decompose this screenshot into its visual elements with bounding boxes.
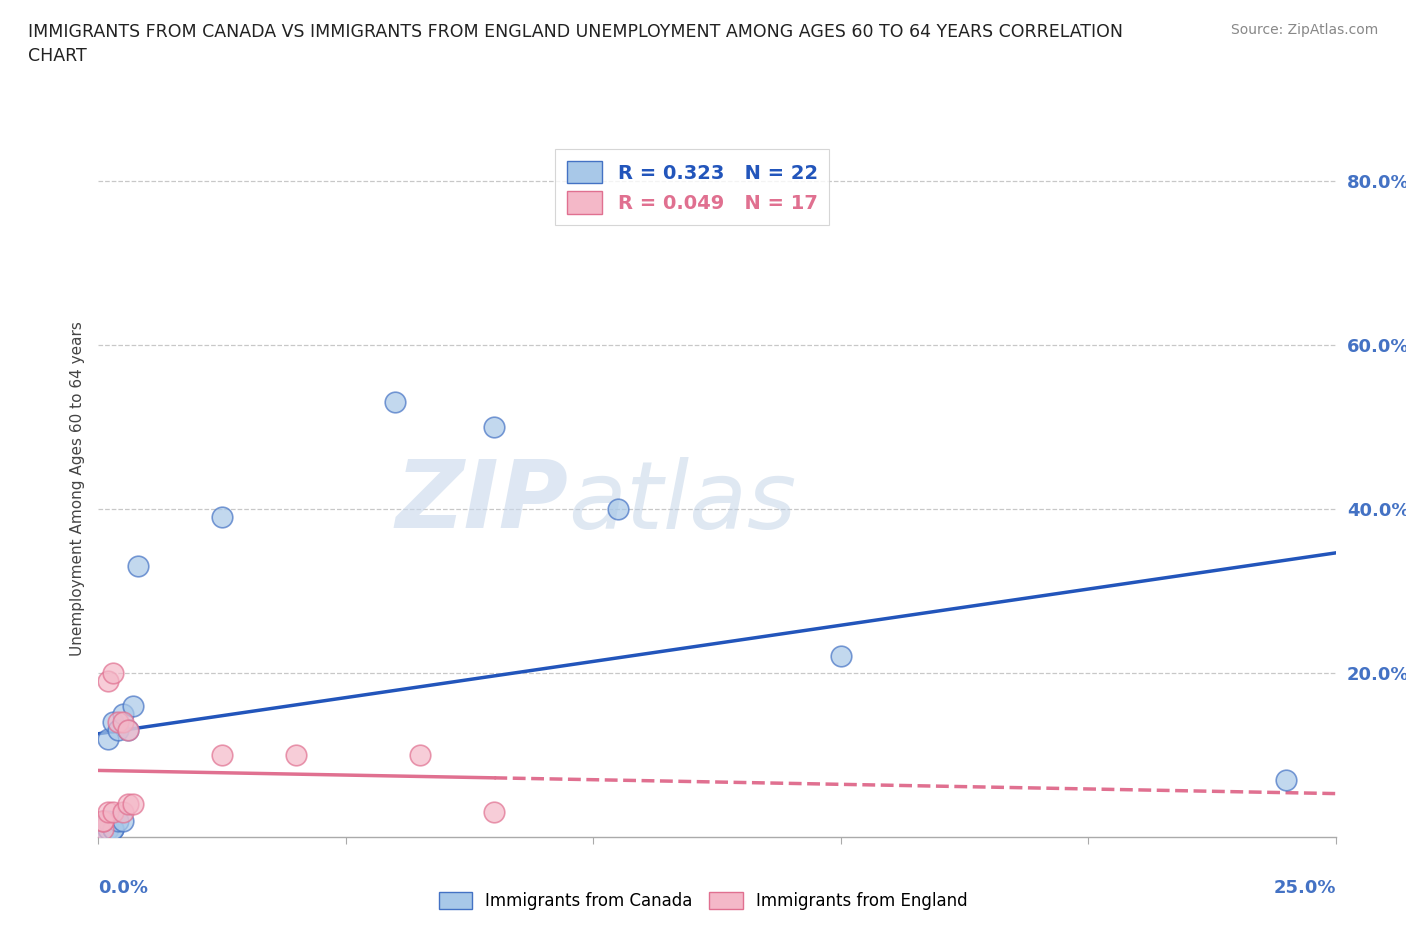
Text: Source: ZipAtlas.com: Source: ZipAtlas.com [1230, 23, 1378, 37]
Point [97, 731, 120, 746]
Point [107, 813, 129, 828]
Point [117, 797, 139, 812]
Point [93, 821, 115, 836]
Point [112, 813, 135, 828]
Point [93, 813, 115, 828]
Point [112, 707, 135, 722]
Point [211, 748, 233, 763]
Point [97, 805, 120, 820]
Point [117, 723, 139, 737]
Point [93, 821, 115, 836]
Point [103, 805, 125, 820]
Point [107, 714, 129, 729]
Point [97, 821, 120, 836]
Point [607, 501, 630, 516]
Point [285, 748, 308, 763]
Point [484, 805, 506, 820]
Point [112, 805, 135, 820]
Text: 25.0%: 25.0% [1274, 879, 1336, 897]
Point [830, 649, 852, 664]
Point [384, 394, 406, 409]
Legend: R = 0.323   N = 22, R = 0.049   N = 17: R = 0.323 N = 22, R = 0.049 N = 17 [555, 149, 830, 225]
Point [122, 698, 145, 713]
Point [484, 419, 506, 434]
Point [117, 723, 139, 737]
Text: IMMIGRANTS FROM CANADA VS IMMIGRANTS FROM ENGLAND UNEMPLOYMENT AMONG AGES 60 TO : IMMIGRANTS FROM CANADA VS IMMIGRANTS FRO… [28, 23, 1123, 65]
Point [112, 714, 135, 729]
Point [103, 666, 125, 681]
Point [211, 510, 233, 525]
Point [103, 714, 125, 729]
Point [127, 559, 149, 574]
Point [409, 748, 432, 763]
Text: atlas: atlas [568, 457, 797, 548]
Point [93, 813, 115, 828]
Point [97, 813, 120, 828]
Legend: Immigrants from Canada, Immigrants from England: Immigrants from Canada, Immigrants from … [432, 885, 974, 917]
Point [122, 797, 145, 812]
Point [93, 813, 115, 828]
Text: ZIP: ZIP [395, 457, 568, 548]
Text: 0.0%: 0.0% [98, 879, 149, 897]
Point [103, 821, 125, 836]
Y-axis label: Unemployment Among Ages 60 to 64 years: Unemployment Among Ages 60 to 64 years [69, 321, 84, 656]
Point [97, 673, 120, 688]
Point [93, 821, 115, 836]
Point [107, 723, 129, 737]
Point [1275, 772, 1298, 787]
Point [103, 821, 125, 836]
